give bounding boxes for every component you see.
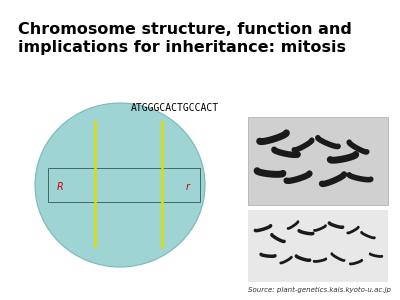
Text: ATGGGCACTGCCACT: ATGGGCACTGCCACT <box>131 103 219 113</box>
Ellipse shape <box>35 103 205 267</box>
Bar <box>248 210 388 282</box>
Text: r: r <box>186 182 190 192</box>
Bar <box>48 168 200 202</box>
Text: Source: plant-genetics.kais.kyoto-u.ac.jp: Source: plant-genetics.kais.kyoto-u.ac.j… <box>248 287 391 293</box>
Bar <box>248 117 388 205</box>
Text: R: R <box>57 182 63 192</box>
Text: Chromosome structure, function and
implications for inheritance: mitosis: Chromosome structure, function and impli… <box>18 22 352 55</box>
